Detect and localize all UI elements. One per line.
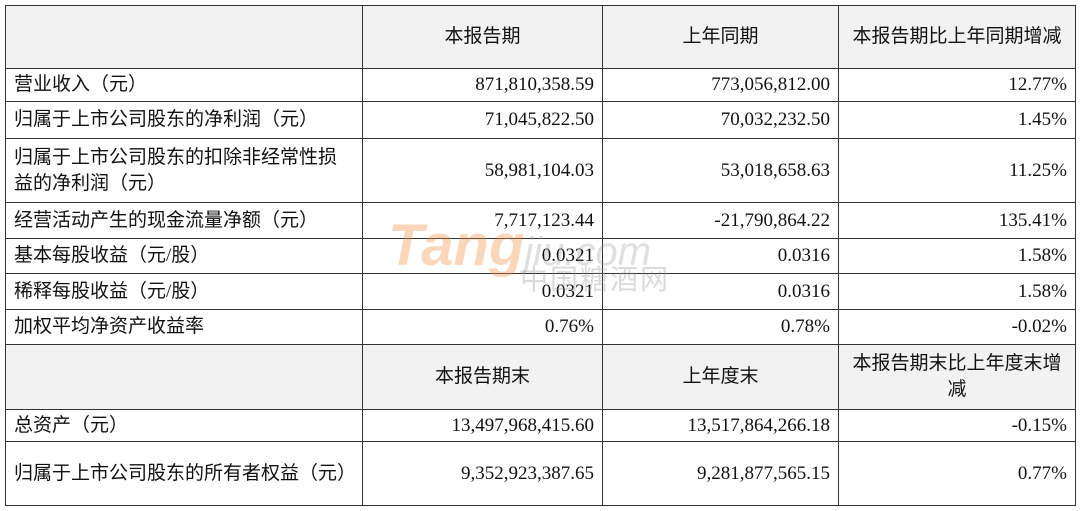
row-label: 加权平均净资产收益率 (5, 309, 363, 345)
header-cell (5, 344, 363, 410)
value-cell: 0.78% (602, 309, 839, 345)
value-cell: -0.15% (838, 409, 1076, 442)
data-row: 营业收入（元） 871,810,358.59 773,056,812.00 12.77… (5, 68, 1076, 102)
value-cell: 11.25% (838, 138, 1076, 203)
value-cell: 0.76% (362, 309, 603, 345)
header-row: 本报告期 上年同期 本报告期比上年同期增减 (5, 5, 1076, 69)
row-label: 营业收入（元） (5, 68, 363, 102)
value-cell: 871,810,358.59 (362, 68, 603, 102)
value-cell: 13,517,864,266.18 (602, 409, 839, 442)
data-row: 加权平均净资产收益率 0.76% 0.78% -0.02% (5, 309, 1076, 345)
value-cell: 773,056,812.00 (602, 68, 839, 102)
value-cell: 9,281,877,565.15 (602, 441, 839, 506)
value-cell: 0.0321 (362, 238, 603, 274)
header-cell: 上年同期 (602, 5, 839, 69)
data-row: 稀释每股收益（元/股） 0.0321 0.0316 1.58% (5, 273, 1076, 310)
value-cell: 53,018,658.63 (602, 138, 839, 203)
value-cell: 7,717,123.44 (362, 202, 603, 239)
value-cell: 1.58% (838, 273, 1076, 310)
value-cell: 70,032,232.50 (602, 101, 839, 139)
data-table: 本报告期 上年同期 本报告期比上年同期增减 营业收入（元） 871,810,358.59… (5, 5, 1076, 506)
value-cell: 0.0321 (362, 273, 603, 310)
data-row: 经营活动产生的现金流量净额（元） 7,717,123.44 -21,790,864.… (5, 202, 1076, 239)
page: 本报告期 上年同期 本报告期比上年同期增减 营业收入（元） 871,810,358.59… (5, 5, 1076, 506)
value-cell: -21,790,864.22 (602, 202, 839, 239)
value-cell: 0.0316 (602, 273, 839, 310)
data-row: 归属于上市公司股东的所有者权益（元） 9,352,923,387.65 9,281,… (5, 441, 1076, 506)
value-cell: 0.0316 (602, 238, 839, 274)
value-cell: 58,981,104.03 (362, 138, 603, 203)
header-cell: 本报告期末 (362, 344, 603, 410)
value-cell: 12.77% (838, 68, 1076, 102)
value-cell: 13,497,968,415.60 (362, 409, 603, 442)
data-row: 基本每股收益（元/股） 0.0321 0.0316 1.58% (5, 238, 1076, 274)
value-cell: 135.41% (838, 202, 1076, 239)
header-cell: 本报告期比上年同期增减 (838, 5, 1076, 69)
header-row: 本报告期末 上年度末 本报告期末比上年度末增减 (5, 344, 1076, 410)
value-cell: 1.45% (838, 101, 1076, 139)
value-cell: -0.02% (838, 309, 1076, 345)
value-cell: 71,045,822.50 (362, 101, 603, 139)
header-cell (5, 5, 363, 69)
row-label: 归属于上市公司股东的所有者权益（元） (5, 441, 363, 506)
row-label: 总资产（元） (5, 409, 363, 442)
data-row: 归属于上市公司股东的净利润（元） 71,045,822.50 70,032,232.… (5, 101, 1076, 139)
value-cell: 1.58% (838, 238, 1076, 274)
row-label: 归属于上市公司股东的净利润（元） (5, 101, 363, 139)
data-row: 总资产（元） 13,497,968,415.60 13,517,864,266.18… (5, 409, 1076, 442)
header-cell: 本报告期 (362, 5, 603, 69)
value-cell: 9,352,923,387.65 (362, 441, 603, 506)
row-label: 经营活动产生的现金流量净额（元） (5, 202, 363, 239)
value-cell: 0.77% (838, 441, 1076, 506)
data-row: 归属于上市公司股东的扣除非经常性损益的净利润（元） 58,981,104.03 53… (5, 138, 1076, 203)
header-cell: 上年度末 (602, 344, 839, 410)
row-label: 稀释每股收益（元/股） (5, 273, 363, 310)
row-label: 归属于上市公司股东的扣除非经常性损益的净利润（元） (5, 138, 363, 203)
header-cell: 本报告期末比上年度末增减 (838, 344, 1076, 410)
row-label: 基本每股收益（元/股） (5, 238, 363, 274)
